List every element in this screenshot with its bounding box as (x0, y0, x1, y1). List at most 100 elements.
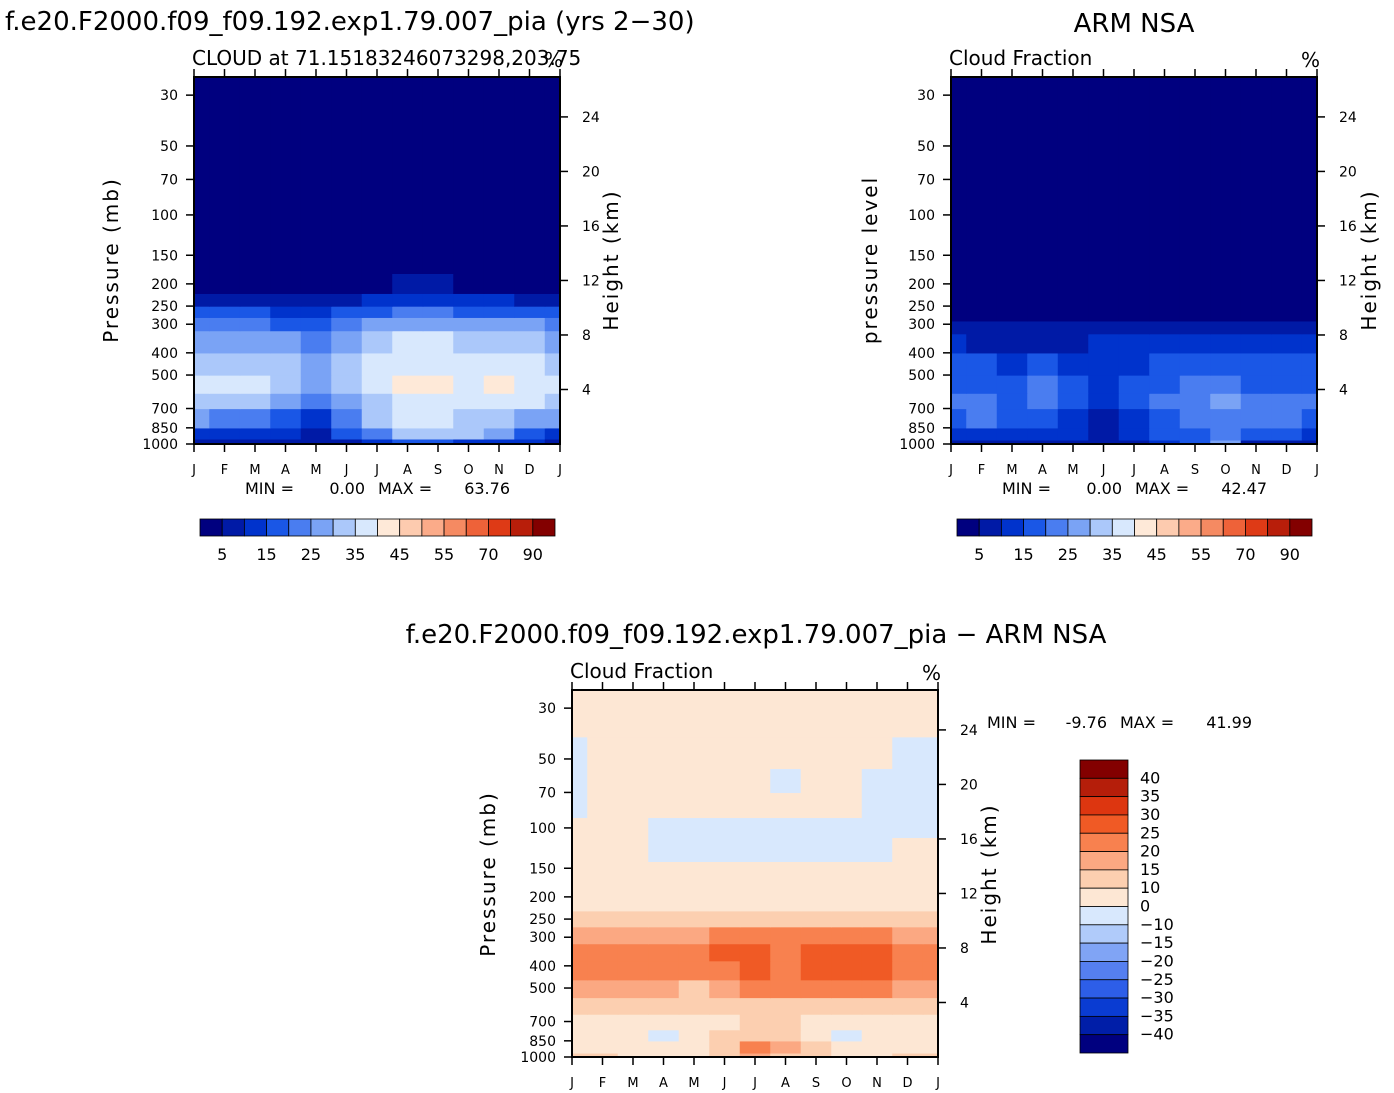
data-cell (392, 273, 424, 294)
data-cell (922, 1029, 939, 1042)
data-cell (770, 886, 802, 912)
colorbar-swatch (1000, 518, 1024, 537)
data-cell (709, 960, 741, 981)
data-cell (648, 1014, 680, 1031)
y-tick-label: 250 (151, 299, 178, 315)
data-cell (1149, 408, 1181, 429)
data-cell (892, 736, 924, 770)
colorbar-swatch (465, 518, 489, 537)
colorbar-tick-label: −10 (1140, 915, 1174, 934)
data-cell (831, 1029, 863, 1042)
data-cell (678, 792, 710, 819)
colorbar-tick-label: 90 (523, 545, 543, 564)
colorbar-swatch (399, 518, 423, 537)
data-cell (392, 77, 424, 274)
colorbar-tick-label: 10 (1140, 878, 1160, 897)
data-cell (951, 427, 967, 441)
data-cell (1240, 393, 1272, 410)
y-tick-label: 30 (538, 701, 556, 717)
data-cell (572, 926, 588, 945)
data-cell (587, 960, 619, 981)
data-cell (861, 1052, 893, 1058)
colorbar-tick-label: −35 (1140, 1006, 1174, 1025)
y-tick-label: 70 (160, 172, 178, 188)
y-tick-label: 400 (908, 346, 935, 362)
data-cell (892, 792, 924, 819)
data-cell (1271, 393, 1303, 410)
x-tick-label: D (902, 1076, 912, 1091)
x-tick-label: J (1314, 463, 1319, 478)
colorbar-swatch (1079, 777, 1129, 798)
data-cell (1240, 439, 1272, 445)
data-cell (453, 438, 485, 445)
data-cell (678, 768, 710, 794)
data-cell (239, 393, 271, 410)
data-cell (617, 837, 649, 862)
data-cell (678, 690, 710, 738)
data-cell (861, 1014, 893, 1031)
x-tick-label: J (752, 1076, 757, 1091)
data-cell (1149, 393, 1181, 410)
data-cell (209, 438, 241, 445)
data-cell (800, 979, 832, 999)
data-cell (892, 997, 924, 1015)
data-cell (922, 690, 939, 738)
data-cell (1301, 352, 1318, 376)
data-cell (1118, 77, 1150, 322)
data-cell (709, 768, 741, 794)
y-tick-label: 30 (917, 88, 935, 104)
x-tick-label: M (1006, 463, 1017, 478)
max-value: 42.47 (1221, 479, 1267, 498)
data-cell (770, 861, 802, 887)
data-cell (770, 817, 802, 839)
data-cell (892, 943, 924, 962)
data-cell (587, 817, 619, 839)
data-cell (678, 837, 710, 862)
data-cell (892, 926, 924, 945)
data-cell (739, 736, 771, 770)
data-cell (392, 375, 424, 394)
y-axis-label: Pressure (mb) (99, 177, 123, 343)
data-cell (648, 910, 680, 928)
height-tick-label: 8 (1339, 328, 1348, 344)
data-cell (392, 293, 424, 307)
data-cell (587, 768, 619, 794)
data-cell (483, 273, 515, 294)
data-cell (1027, 408, 1059, 429)
data-cell (209, 330, 241, 354)
y-axis-label: pressure level (858, 176, 882, 344)
data-cell (678, 910, 710, 928)
data-cell (453, 408, 485, 429)
max-label: MAX = (1135, 479, 1189, 498)
data-cell (922, 768, 939, 794)
data-cell (861, 886, 893, 912)
colorbar-swatch (1200, 518, 1224, 537)
colorbar-tick-label: 55 (434, 545, 454, 564)
data-cell (951, 439, 967, 445)
data-cell (770, 926, 802, 945)
data-cell (709, 1052, 741, 1058)
data-cell (709, 910, 741, 928)
y-tick-label: 50 (160, 139, 178, 155)
data-cell (709, 690, 741, 738)
data-cell (422, 306, 454, 318)
data-cell (770, 690, 802, 738)
data-cell (892, 861, 924, 887)
colorbar-swatch (1045, 518, 1069, 537)
colorbar-tick-label: 45 (390, 545, 410, 564)
data-cell (739, 910, 771, 928)
units-label: % (922, 661, 941, 685)
data-cell (709, 1029, 741, 1042)
data-cell (739, 997, 771, 1015)
data-cell (831, 960, 863, 981)
data-cell (617, 886, 649, 912)
colorbar-swatch (1079, 997, 1129, 1017)
y-tick-label: 30 (160, 88, 178, 104)
data-cell (1240, 320, 1272, 335)
data-cell (648, 1040, 680, 1054)
colorbar-swatch (377, 518, 401, 537)
colorbar-swatch (221, 518, 245, 537)
data-cell (739, 1040, 771, 1054)
colorbar-swatch (1289, 518, 1313, 537)
